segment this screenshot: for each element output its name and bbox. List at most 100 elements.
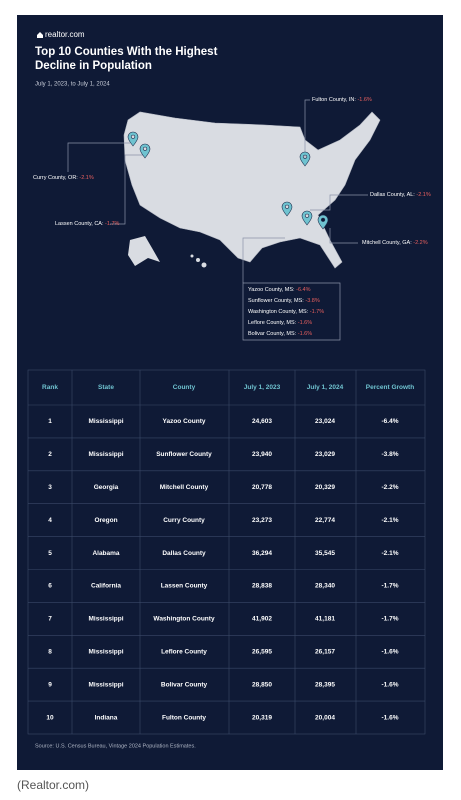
cell: 24,603 xyxy=(252,418,272,425)
cell: 6 xyxy=(48,583,52,590)
cell: 20,319 xyxy=(252,714,272,721)
callout-value: -1.6% xyxy=(298,331,312,337)
table-frame xyxy=(27,369,426,735)
cell: Bolivar County xyxy=(161,681,208,688)
cell: -1.6% xyxy=(382,714,399,721)
brand-icon xyxy=(37,32,43,38)
cell: 9 xyxy=(48,681,52,688)
callout-value: -2.1% xyxy=(416,192,430,198)
cell: Mississippi xyxy=(88,648,123,655)
cell: Fulton County xyxy=(162,714,206,721)
callout-name: Yazoo County, MS: xyxy=(248,287,295,293)
cell: Mississippi xyxy=(88,451,123,458)
column-header: Rank xyxy=(42,384,58,391)
callout-value: -1.7% xyxy=(310,309,324,315)
cell: -2.1% xyxy=(382,550,399,557)
callout: Curry County, OR: -2.1% xyxy=(33,175,94,181)
cell: 20,329 xyxy=(315,484,335,491)
callout-value: -1.7% xyxy=(105,221,119,227)
cell: 26,157 xyxy=(315,648,335,655)
cell: 5 xyxy=(48,550,52,557)
cell: 20,778 xyxy=(252,484,272,491)
brand: realtor.com xyxy=(45,30,85,39)
cell: 23,029 xyxy=(315,451,335,458)
callout-name: Bolivar County, MS: xyxy=(248,331,297,337)
cell: -6.4% xyxy=(382,418,399,425)
callout: Bolivar County, MS: -1.6% xyxy=(248,331,312,337)
pin xyxy=(317,214,329,230)
cell: 23,273 xyxy=(252,517,272,524)
cell: Georgia xyxy=(94,484,119,491)
pin xyxy=(299,151,311,167)
cell: 28,838 xyxy=(252,583,272,590)
cell: Alabama xyxy=(92,550,119,557)
cell: Mississippi xyxy=(88,418,123,425)
cell: 1 xyxy=(48,418,52,425)
title: Top 10 Counties With the Highest xyxy=(35,46,218,58)
callout-value: -6.4% xyxy=(296,287,310,293)
subtitle: July 1, 2023, to July 1, 2024 xyxy=(35,82,110,88)
cell: Curry County xyxy=(163,517,205,524)
cell: California xyxy=(91,583,121,590)
pins xyxy=(127,131,329,230)
callout-name: Lassen County, CA: xyxy=(55,221,104,227)
hawaii xyxy=(190,254,194,258)
cell: 2 xyxy=(48,451,52,458)
callout: Yazoo County, MS: -6.4% xyxy=(248,287,311,293)
cell: 22,774 xyxy=(315,517,335,524)
cell: Yazoo County xyxy=(163,418,206,425)
pin xyxy=(301,210,313,226)
pin xyxy=(139,143,151,159)
cell: 8 xyxy=(48,648,52,655)
column-header: July 1, 2024 xyxy=(307,384,344,391)
cell: 35,545 xyxy=(315,550,335,557)
cell: 28,850 xyxy=(252,681,272,688)
cell: Indiana xyxy=(95,714,118,721)
cell: -1.6% xyxy=(382,681,399,688)
callout-name: Mitchell County, GA: xyxy=(362,240,412,246)
cell: -2.2% xyxy=(382,484,399,491)
pin xyxy=(127,131,139,147)
cell: -2.1% xyxy=(382,517,399,524)
cell: -1.6% xyxy=(382,648,399,655)
cell: 20,004 xyxy=(315,714,335,721)
cell: 7 xyxy=(48,616,52,623)
cell: 41,181 xyxy=(315,616,335,623)
cell: 28,395 xyxy=(315,681,335,688)
cell: -3.8% xyxy=(382,451,399,458)
alaska xyxy=(128,236,160,266)
cell: -1.7% xyxy=(382,616,399,623)
callout: Washington County, MS: -1.7% xyxy=(248,309,324,315)
cell: 23,940 xyxy=(252,451,272,458)
cell: Sunflower County xyxy=(156,451,212,458)
cell: Lassen County xyxy=(161,583,208,590)
callout-value: -2.2% xyxy=(413,240,427,246)
callout: Fulton County, IN: -1.6% xyxy=(312,97,372,103)
caption: (Realtor.com) xyxy=(17,778,89,792)
cell: 41,902 xyxy=(252,616,272,623)
cell: 4 xyxy=(48,517,52,524)
column-header: July 1, 2023 xyxy=(244,384,281,391)
cell: 3 xyxy=(48,484,52,491)
callout: Sunflower County, MS: -3.8% xyxy=(248,298,320,304)
pin xyxy=(281,201,293,217)
callout-name: Washington County, MS: xyxy=(248,309,309,315)
cell: 23,024 xyxy=(315,418,335,425)
source: Source: U.S. Census Bureau, Vintage 2024… xyxy=(35,743,196,749)
cell: Oregon xyxy=(94,517,117,524)
cell: 10 xyxy=(46,714,54,721)
callout-value: -3.8% xyxy=(305,298,319,304)
cell: Washington County xyxy=(153,616,215,623)
callout: Dallas County, AL: -2.1% xyxy=(370,192,431,198)
title: Decline in Population xyxy=(35,60,152,72)
callout-name: Dallas County, AL: xyxy=(370,192,415,198)
column-header: County xyxy=(173,384,196,391)
leader-lines xyxy=(67,99,368,341)
callout-value: -1.6% xyxy=(298,320,312,326)
cell: Mississippi xyxy=(88,616,123,623)
callout-name: Fulton County, IN: xyxy=(312,97,356,103)
callout-name: Curry County, OR: xyxy=(33,175,78,181)
cell: 36,294 xyxy=(252,550,272,557)
cell: Leflore County xyxy=(161,648,207,655)
